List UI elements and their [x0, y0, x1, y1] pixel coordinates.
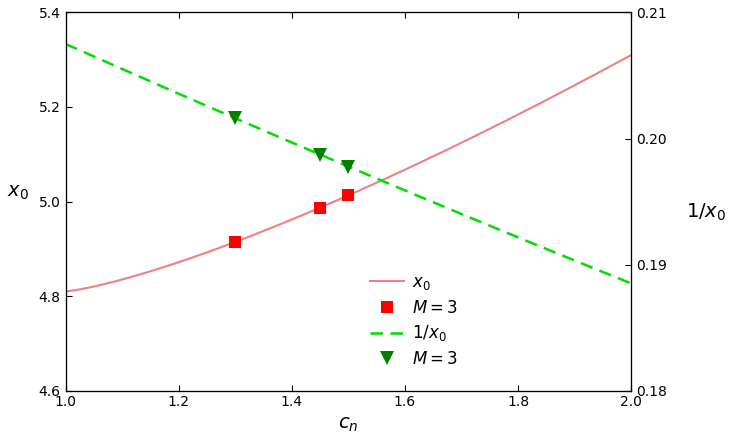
Y-axis label: $1/x_0$: $1/x_0$: [686, 202, 726, 223]
Legend: $x_0$, $M=3$, $1/x_0$, $M=3$: $x_0$, $M=3$, $1/x_0$, $M=3$: [364, 266, 465, 375]
X-axis label: $c_n$: $c_n$: [338, 415, 358, 434]
Y-axis label: $x_0$: $x_0$: [7, 183, 29, 202]
